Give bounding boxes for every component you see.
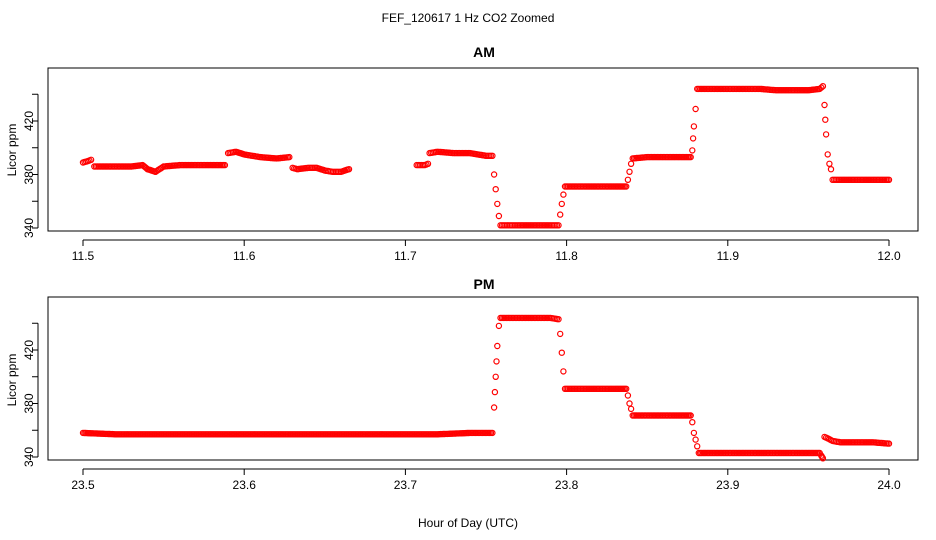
am-data-point xyxy=(819,82,827,90)
am-data-point xyxy=(626,168,633,175)
am-points xyxy=(79,82,893,229)
am-data-point xyxy=(557,211,564,218)
am-data-point xyxy=(624,176,632,183)
pm-data-point xyxy=(692,436,699,443)
pm-x-tick-label: 23.9 xyxy=(716,478,740,492)
pm-data-point xyxy=(690,429,698,437)
pm-x-tick-label: 23.5 xyxy=(71,478,95,492)
am-x-tick-label: 11.8 xyxy=(555,249,578,263)
am-data-point xyxy=(555,222,562,229)
pm-data-point xyxy=(557,330,564,338)
pm-data-point xyxy=(687,412,694,419)
am-panel: AM Licor ppm 11.5 11.6 11.7 11.8 11.9 12.0 34… xyxy=(5,44,919,263)
am-data-point xyxy=(687,153,694,161)
am-data-point xyxy=(689,147,696,154)
am-data-point xyxy=(623,183,630,190)
pm-x-tick-label: 24.0 xyxy=(877,478,901,492)
am-data-point xyxy=(826,160,833,167)
am-data-point xyxy=(558,200,566,208)
pm-data-point xyxy=(490,404,498,411)
am-data-point xyxy=(286,153,293,161)
pm-panel-title: PM xyxy=(474,276,495,292)
am-data-point xyxy=(692,105,699,113)
pm-x-axis: 23.5 23.6 23.7 23.8 23.9 24.0 xyxy=(71,468,901,492)
am-data-point xyxy=(885,176,893,183)
pm-panel: PM Licor ppm 23.5 23.6 23.7 23.8 23.9 24.0 34… xyxy=(5,276,919,492)
am-x-tick-label: 12.0 xyxy=(877,249,901,263)
am-data-point xyxy=(492,185,499,193)
am-data-point xyxy=(489,152,496,159)
am-y-tick-label: 420 xyxy=(22,111,36,131)
am-data-point xyxy=(495,212,503,220)
x-axis-label: Hour of Day (UTC) xyxy=(418,516,518,530)
pm-data-point xyxy=(626,400,633,407)
am-data-point xyxy=(221,161,229,169)
pm-plot-frame xyxy=(47,296,919,461)
pm-data-point xyxy=(489,429,496,437)
am-data-point xyxy=(822,131,830,138)
am-data-point xyxy=(821,101,828,109)
pm-y-axis: 340 380 420 xyxy=(22,322,39,467)
pm-data-point xyxy=(560,368,567,375)
am-data-point xyxy=(822,116,829,123)
pm-x-tick-label: 23.8 xyxy=(555,478,579,492)
pm-data-point xyxy=(689,419,696,426)
am-data-point xyxy=(818,84,825,91)
am-x-tick-label: 11.9 xyxy=(717,249,740,263)
pm-data-point xyxy=(493,358,500,365)
pm-y-tick-label: 420 xyxy=(22,340,36,360)
am-data-point xyxy=(424,160,432,167)
am-plot-frame xyxy=(47,67,919,232)
am-data-point xyxy=(689,135,697,142)
am-x-axis: 11.5 11.6 11.7 11.8 11.9 12.0 xyxy=(72,239,901,263)
pm-y-axis-label: Licor ppm xyxy=(5,354,19,407)
pm-data-point xyxy=(555,316,562,323)
am-y-axis: 340 380 420 xyxy=(22,93,39,238)
am-data-point xyxy=(690,123,698,130)
pm-y-tick-label: 380 xyxy=(22,393,36,413)
am-x-tick-label: 11.6 xyxy=(233,249,256,263)
am-data-point xyxy=(827,165,835,173)
pm-data-point xyxy=(491,388,499,396)
am-data-point xyxy=(87,156,95,163)
am-y-tick-label: 380 xyxy=(22,164,36,184)
am-data-point xyxy=(627,160,635,167)
am-y-axis-label: Licor ppm xyxy=(5,124,19,177)
am-x-tick-label: 11.5 xyxy=(72,249,95,263)
pm-data-point xyxy=(624,392,632,399)
pm-data-point xyxy=(627,405,635,413)
am-data-point xyxy=(494,200,501,208)
am-data-point xyxy=(824,151,831,158)
am-panel-title: AM xyxy=(473,44,495,60)
chart-title: FEF_120617 1 Hz CO2 Zoomed xyxy=(382,11,555,25)
pm-data-point xyxy=(558,349,566,356)
pm-data-point xyxy=(494,342,501,350)
am-y-tick-label: 340 xyxy=(22,218,36,238)
pm-data-point xyxy=(694,443,701,450)
am-data-point xyxy=(490,171,498,178)
am-x-tick-label: 11.7 xyxy=(394,249,417,263)
pm-points xyxy=(79,314,893,462)
pm-x-tick-label: 23.7 xyxy=(394,478,418,492)
pm-y-tick-label: 340 xyxy=(22,447,36,467)
pm-data-point xyxy=(492,373,499,380)
pm-data-point xyxy=(819,455,827,462)
am-data-point xyxy=(560,191,567,198)
pm-data-point xyxy=(623,385,630,392)
pm-x-tick-label: 23.6 xyxy=(233,478,257,492)
pm-data-point xyxy=(495,322,503,330)
am-data-point xyxy=(345,165,353,173)
pm-data-point xyxy=(885,440,893,447)
